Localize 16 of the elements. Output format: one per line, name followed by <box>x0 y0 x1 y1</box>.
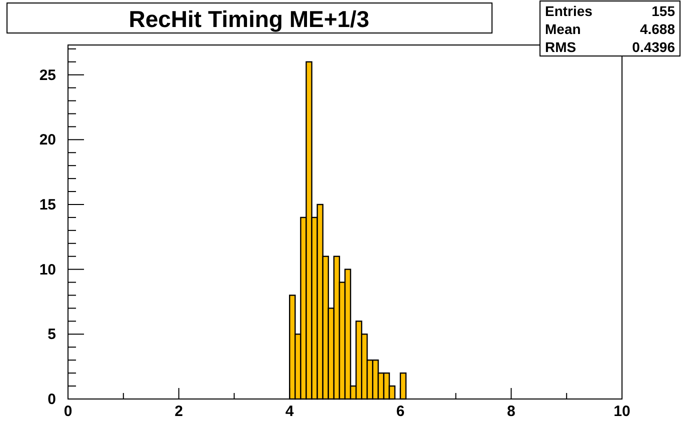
text: Mean 4.688 <box>545 21 675 37</box>
x-tick-label: 10 <box>614 403 630 420</box>
y-tick-label: 15 <box>39 196 56 214</box>
text: RMS 0.4396 <box>545 39 675 55</box>
x-tick-label: 0 <box>64 403 72 420</box>
x-tick-label: 8 <box>507 403 516 420</box>
y-tick-label: 10 <box>39 261 56 278</box>
x-tick-label: 4 <box>285 403 294 420</box>
x-tick-label: 2 <box>174 403 183 420</box>
y-tick-label: 20 <box>39 132 56 149</box>
y-tick-label: 25 <box>39 66 56 84</box>
x-tick-label: 6 <box>396 403 405 420</box>
y-tick-label: 5 <box>48 326 56 344</box>
text: Entries 155 <box>545 3 675 19</box>
y-tick-label: 0 <box>48 391 56 408</box>
chart-title: RecHit Timing ME+1/3 <box>128 6 370 32</box>
